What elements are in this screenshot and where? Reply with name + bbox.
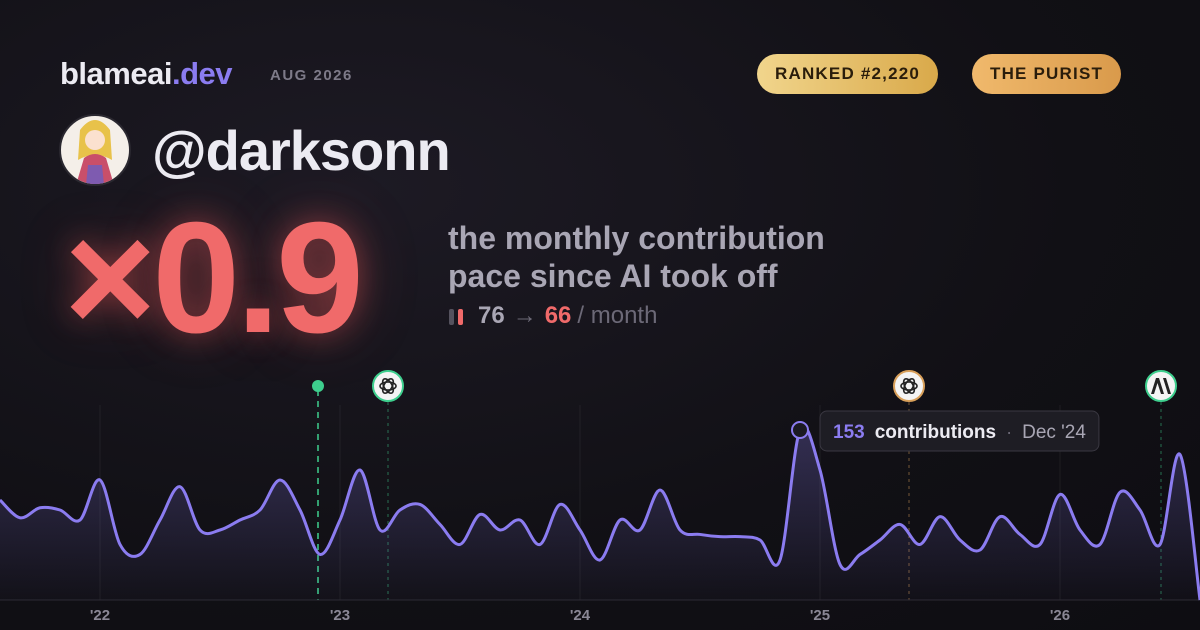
rank-badge: RANKED #2,220 [757, 54, 939, 94]
period: AUG 2026 [270, 67, 353, 84]
line [0, 424, 1200, 601]
pace-unit: / month [577, 302, 658, 329]
x-tick-label: '26 [1050, 607, 1070, 624]
tooltip-separator: · [1006, 422, 1012, 442]
tooltip-date: Dec '24 [1022, 422, 1086, 443]
x-tick-label: '22 [90, 607, 110, 624]
tooltip-point [791, 421, 809, 439]
avatar [59, 114, 131, 186]
plot [0, 380, 1200, 601]
x-tick-label: '25 [810, 607, 830, 624]
tooltip-label: contributions [875, 422, 996, 443]
type-badge: THE PURIST [972, 54, 1122, 94]
pace: 76 → 66/ month [448, 302, 657, 330]
line-area [0, 426, 1200, 600]
brand: blameai.dev [60, 56, 232, 92]
caption: pace since AI took off [448, 258, 778, 294]
event-icon [1145, 370, 1177, 402]
tooltip: 153 contributions · Dec '24 [819, 410, 1100, 452]
multiplier: ×0.9 [64, 190, 364, 366]
pace-icon [449, 308, 463, 325]
brand-suffix: .dev [171, 56, 233, 91]
handle: @darksonn [152, 119, 451, 182]
brand-name: blameai [60, 56, 172, 91]
pace-after: 66 [544, 302, 572, 329]
tooltip-box [819, 410, 1100, 452]
x-tick-label: '24 [570, 607, 591, 624]
caption: the monthly contribution [448, 220, 825, 256]
event-icon [893, 370, 925, 402]
tooltip-value: 153 [833, 422, 865, 443]
event-icon [372, 370, 404, 402]
event-dot [312, 380, 324, 392]
pace-arrow: → [512, 302, 537, 329]
x-tick-label: '23 [330, 607, 350, 624]
pace-before: 76 [478, 302, 505, 329]
